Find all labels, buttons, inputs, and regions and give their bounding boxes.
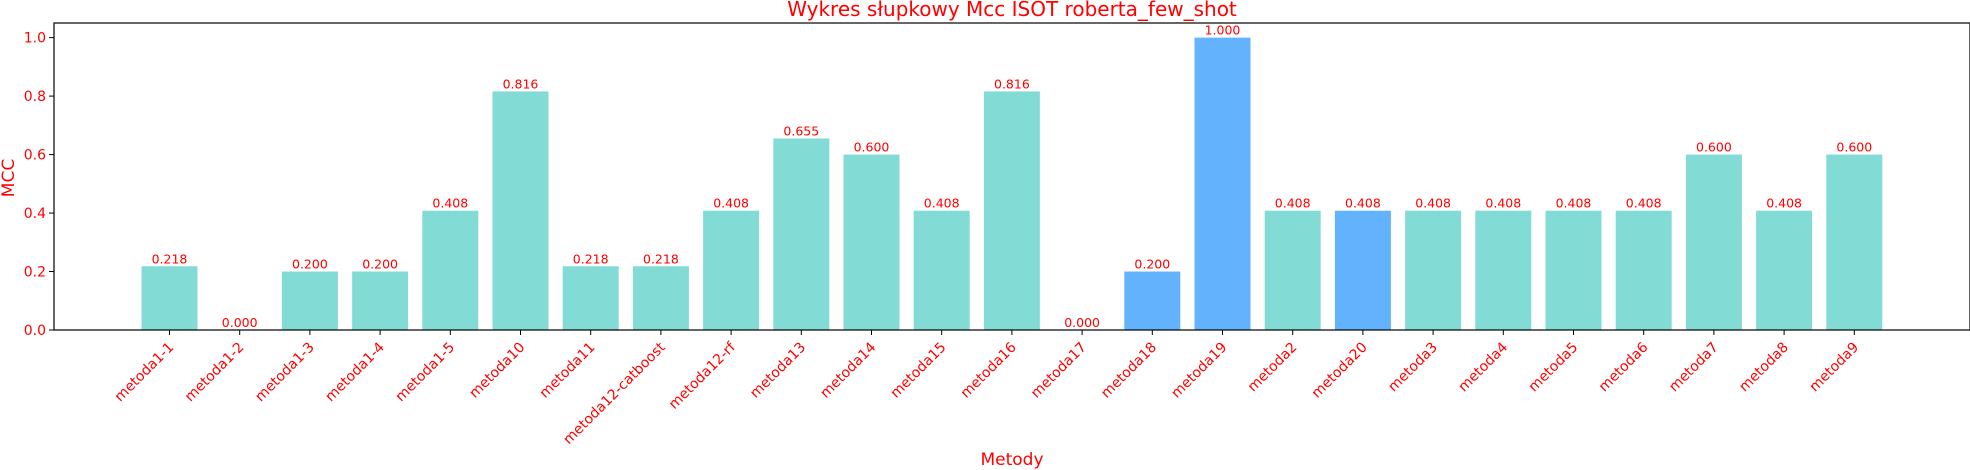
x-tick-label-metoda1-3: metoda1-3 [252, 340, 318, 406]
bar-metoda5 [1545, 210, 1602, 330]
x-tick-label-metoda17: metoda17 [1028, 340, 1090, 402]
value-label-metoda13: 0.655 [783, 123, 819, 138]
x-tick-label-metoda6: metoda6 [1596, 339, 1652, 395]
value-label-metoda12-rf: 0.408 [713, 196, 749, 211]
value-label-metoda1-1: 0.218 [152, 251, 188, 266]
bar-metoda1-3 [281, 271, 338, 330]
value-label-metoda14: 0.600 [854, 140, 890, 155]
bar-metoda9 [1826, 154, 1883, 330]
y-tick-label-0.0: 0.0 [24, 323, 46, 339]
bar-metoda15 [913, 210, 970, 330]
value-label-metoda1-4: 0.200 [362, 257, 398, 272]
y-tick-label-0.8: 0.8 [24, 89, 46, 105]
y-tick-label-0.4: 0.4 [24, 206, 46, 222]
value-label-metoda4: 0.408 [1485, 196, 1521, 211]
y-tick-label-0.6: 0.6 [24, 148, 46, 164]
value-label-metoda10: 0.816 [503, 76, 539, 91]
bar-metoda20 [1334, 210, 1391, 330]
y-axis-label: MCC [0, 159, 19, 197]
x-tick-label-metoda2: metoda2 [1245, 340, 1301, 396]
bar-metoda8 [1756, 210, 1813, 330]
x-tick-label-metoda1-1: metoda1-1 [112, 340, 178, 406]
x-tick-label-metoda19: metoda19 [1168, 340, 1230, 402]
value-label-metoda20: 0.408 [1345, 196, 1381, 211]
x-tick-label-metoda1-5: metoda1-5 [393, 340, 459, 406]
bar-metoda13 [773, 138, 830, 330]
x-tick-label-metoda9: metoda9 [1806, 340, 1862, 396]
x-tick-label-metoda8: metoda8 [1736, 340, 1792, 396]
bar-metoda6 [1615, 210, 1672, 330]
x-tick-label-metoda1-4: metoda1-4 [322, 339, 388, 405]
bar-metoda4 [1475, 210, 1532, 330]
bar-metoda2 [1264, 210, 1321, 330]
bar-metoda11 [562, 266, 619, 330]
value-label-metoda6: 0.408 [1626, 196, 1662, 211]
x-tick-label-metoda3: metoda3 [1385, 340, 1441, 396]
bar-metoda16 [983, 91, 1040, 330]
bar-metoda10 [492, 91, 549, 330]
value-label-metoda16: 0.816 [994, 76, 1030, 91]
x-tick-label-metoda15: metoda15 [888, 340, 950, 402]
value-label-metoda9: 0.600 [1836, 140, 1872, 155]
bar-metoda7 [1685, 154, 1742, 330]
value-label-metoda11: 0.218 [573, 251, 609, 266]
x-axis-ticks: metoda1-1 metoda1-2 metoda1-3 metoda1-4 meto… [112, 330, 1862, 448]
x-tick-label-metoda10: metoda10 [466, 340, 528, 402]
value-label-metoda17: 0.000 [1064, 315, 1100, 330]
plot-frame [53, 22, 1970, 331]
value-label-metoda12-catboost: 0.218 [643, 251, 679, 266]
y-tick-label-0.2: 0.2 [24, 265, 46, 281]
value-label-metoda1-5: 0.408 [432, 196, 468, 211]
value-label-metoda2: 0.408 [1275, 196, 1311, 211]
value-label-metoda18: 0.200 [1134, 257, 1170, 272]
x-axis-label: Metody [980, 450, 1043, 470]
bars-layer [141, 37, 1883, 330]
value-label-metoda1-3: 0.200 [292, 257, 328, 272]
bar-metoda19 [1194, 37, 1251, 330]
bar-metoda1-1 [141, 266, 198, 330]
x-tick-label-metoda18: metoda18 [1098, 340, 1160, 402]
bar-metoda1-4 [352, 271, 409, 330]
x-tick-label-metoda16: metoda16 [958, 339, 1020, 401]
value-label-metoda3: 0.408 [1415, 196, 1451, 211]
x-tick-label-metoda12-rf: metoda12-rf [666, 339, 740, 413]
chart-title: Wykres słupkowy Mcc ISOT roberta_few_sho… [787, 0, 1237, 21]
x-tick-label-metoda14: metoda14 [817, 339, 879, 401]
bar-metoda1-5 [422, 210, 479, 330]
bar-metoda12-catboost [632, 266, 689, 330]
x-tick-label-metoda5: metoda5 [1526, 340, 1582, 396]
bar-metoda14 [843, 154, 900, 330]
x-tick-label-metoda7: metoda7 [1666, 340, 1722, 396]
bar-metoda18 [1124, 271, 1181, 330]
y-tick-label-1.0: 1.0 [24, 31, 46, 47]
value-labels-layer: 0.218 0.000 0.200 0.200 0.408 0.816 0.218 0.218… [152, 23, 1873, 330]
value-label-metoda7: 0.600 [1696, 140, 1732, 155]
x-tick-label-metoda20: metoda20 [1309, 340, 1371, 402]
x-tick-label-metoda1-2: metoda1-2 [182, 340, 248, 406]
value-label-metoda19: 1.000 [1205, 23, 1241, 38]
x-tick-label-metoda4: metoda4 [1455, 339, 1511, 395]
value-label-metoda5: 0.408 [1556, 196, 1592, 211]
x-tick-label-metoda13: metoda13 [747, 340, 809, 402]
value-label-metoda1-2: 0.000 [222, 315, 258, 330]
y-axis-ticks: 0.0 0.2 0.4 0.6 0.8 1.0 [24, 31, 54, 339]
value-label-metoda8: 0.408 [1766, 196, 1802, 211]
x-tick-label-metoda11: metoda11 [537, 340, 599, 402]
bar-metoda12-rf [703, 210, 760, 330]
bar-metoda3 [1405, 210, 1462, 330]
value-label-metoda15: 0.408 [924, 196, 960, 211]
